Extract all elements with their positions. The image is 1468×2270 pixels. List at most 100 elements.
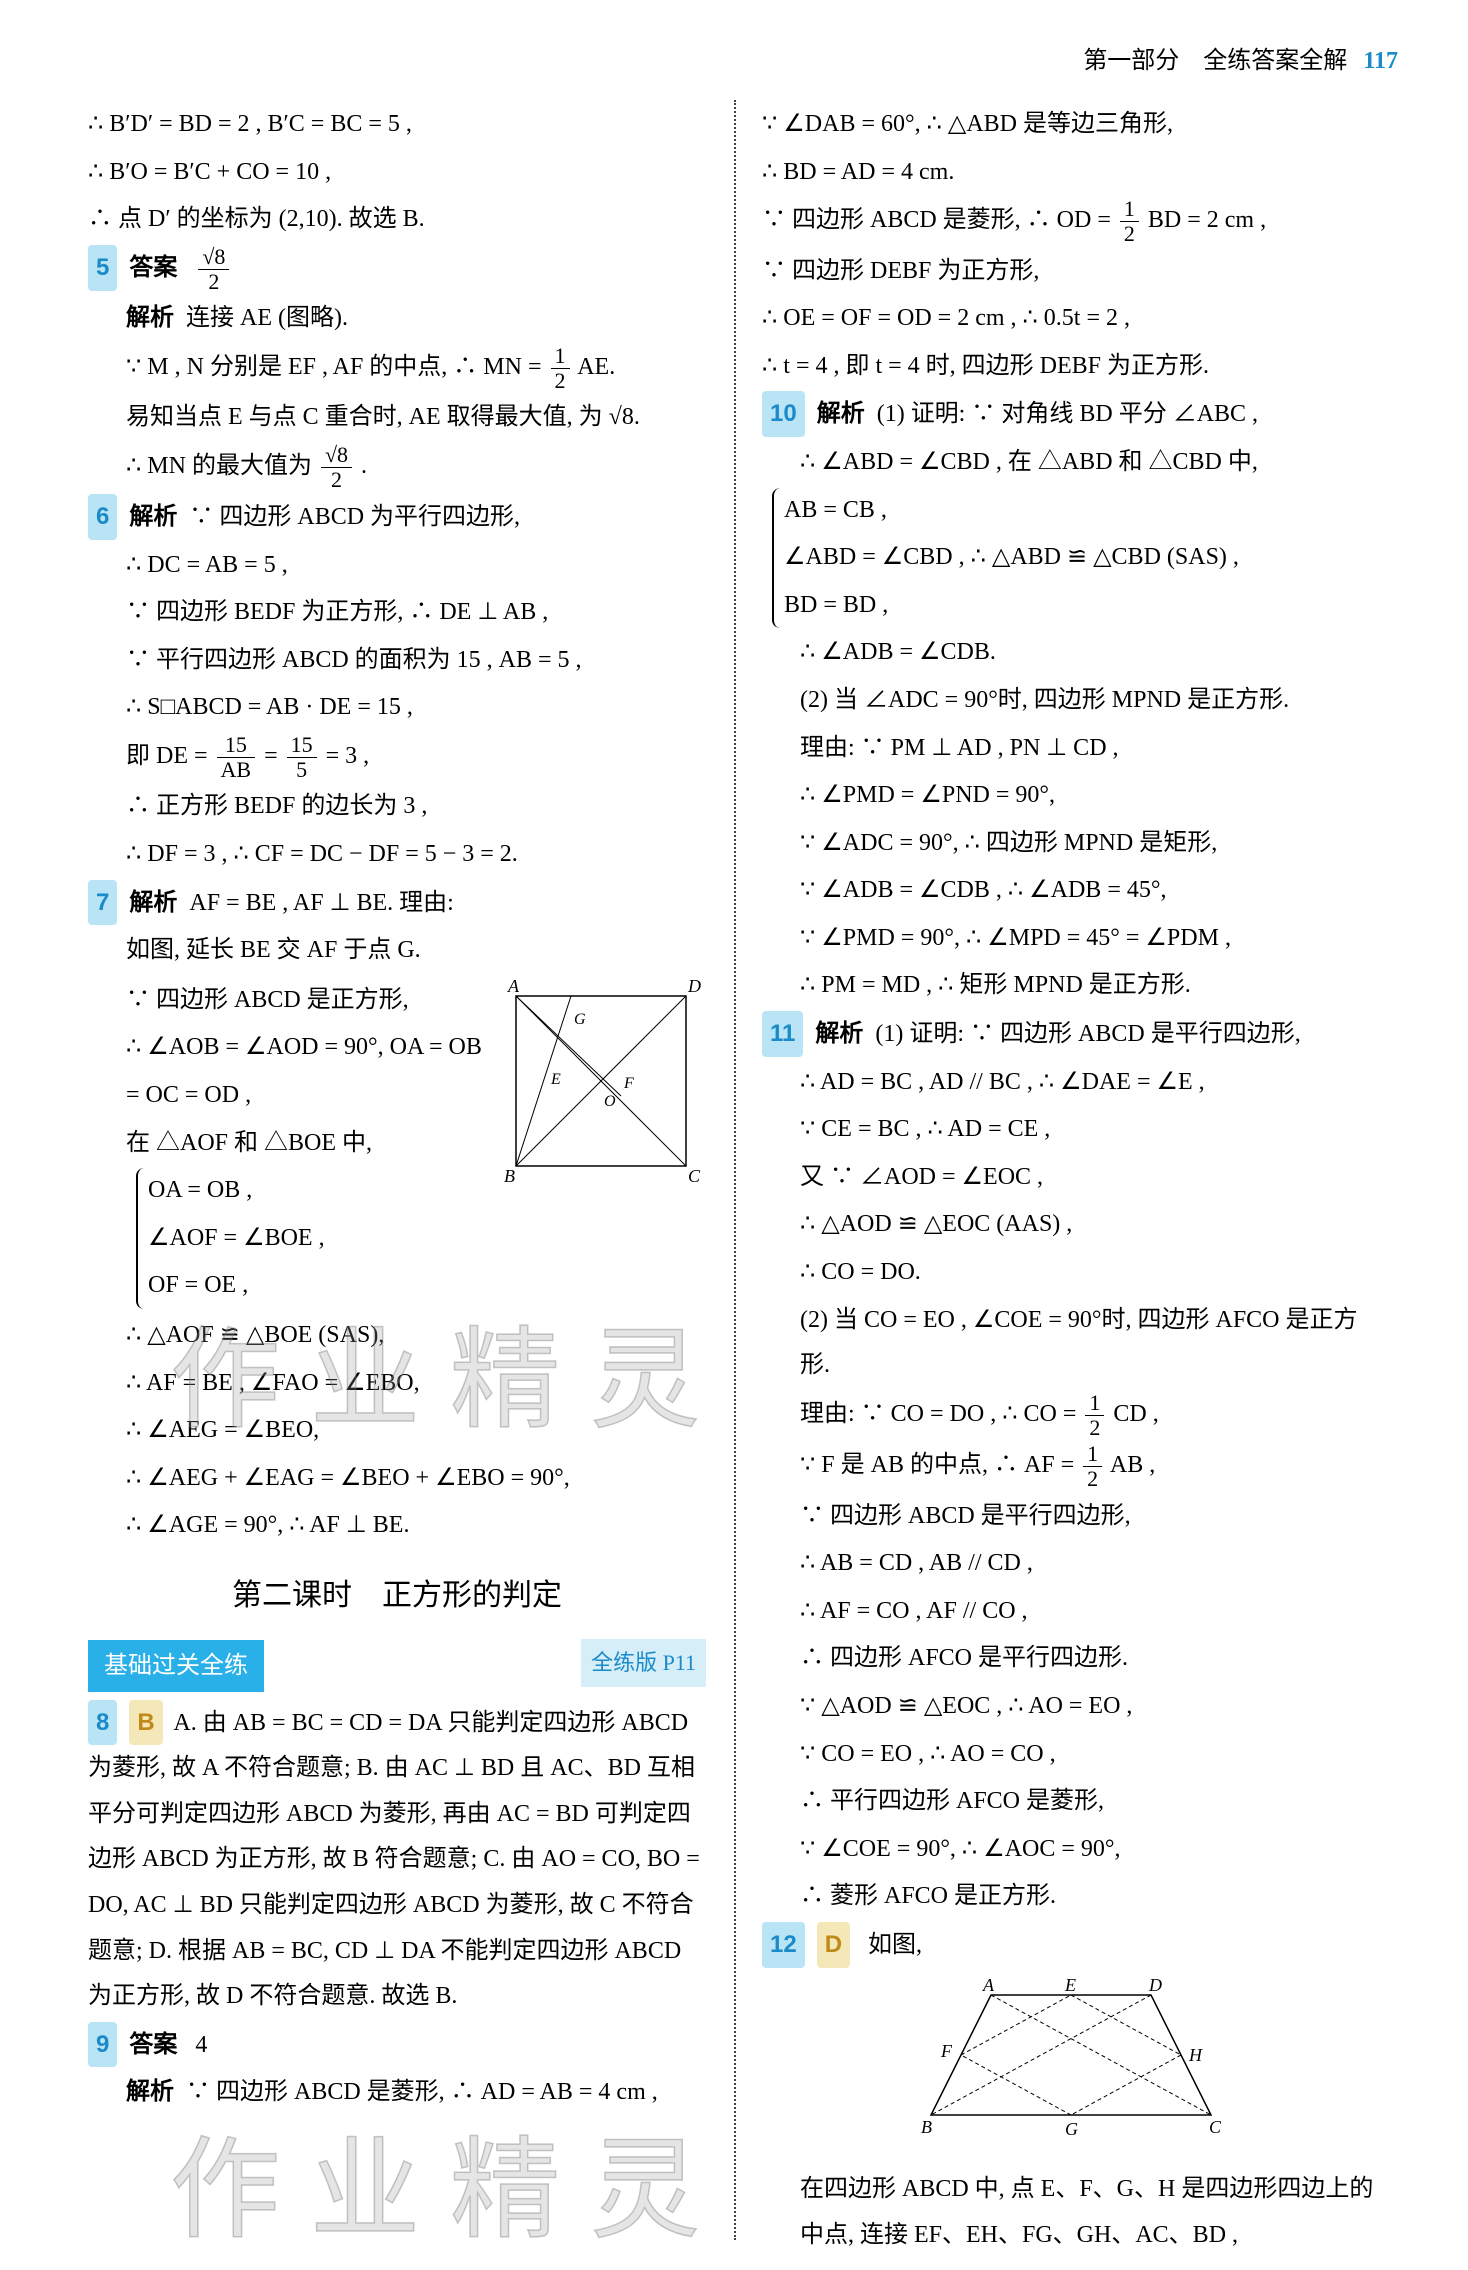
text-line: 易知当点 E 与点 C 重合时, AE 取得最大值, 为 √8.: [88, 395, 706, 441]
brace-group: AB = CB , ∠ABD = ∠CBD , ∴ △ABD ≌ △CBD (S…: [772, 488, 1380, 629]
header-part: 第一部分 全练答案全解: [1083, 48, 1347, 74]
question-number: 9: [88, 2022, 117, 2068]
fraction: √82: [321, 443, 352, 492]
q6-row: 6 解析 ∵ 四边形 ABCD 为平行四边形,: [88, 494, 706, 541]
q9-row: 9 答案 4: [88, 2022, 706, 2069]
text-line: ∵ 四边形 DEBF 为正方形,: [762, 249, 1380, 295]
square-diagram: A D B C G E F O: [496, 976, 706, 1213]
right-column: ∵ ∠DAB = 60°, ∴ △ABD 是等边三角形, ∴ BD = AD =…: [734, 100, 1408, 2240]
analysis-label: 解析: [815, 1021, 863, 1047]
brace-group: OA = OB , ∠AOF = ∠BOE , OF = OE ,: [136, 1168, 486, 1309]
question-number: 5: [88, 245, 117, 291]
text-line: ∴ 正方形 BEDF 的边长为 3 ,: [88, 784, 706, 830]
text-line: ∵ ∠DAB = 60°, ∴ △ABD 是等边三角形,: [762, 102, 1380, 148]
analysis-row: 解析 连接 AE (图略).: [88, 296, 706, 342]
fraction: 12: [1085, 1391, 1104, 1440]
analysis-label: 解析: [129, 890, 177, 916]
text-line: 理由: ∵ PM ⊥ AD , PN ⊥ CD ,: [762, 726, 1380, 772]
analysis-label: 解析: [126, 2079, 174, 2105]
text-line: ∴ t = 4 , 即 t = 4 时, 四边形 DEBF 为正方形.: [762, 344, 1380, 390]
text-line: ∵ 四边形 ABCD 是菱形, ∴ OD = 12 BD = 2 cm ,: [762, 197, 1380, 246]
text-line: ∴ DC = AB = 5 ,: [88, 543, 706, 589]
text-line: ∴ DF = 3 , ∴ CF = DC − DF = 5 − 3 = 2.: [88, 832, 706, 878]
page: 第一部分 全练答案全解 11 7 ∴ B′D′ = BD = 2 , B′C = …: [0, 0, 1468, 2270]
text-line: ∵ ∠ADB = ∠CDB , ∴ ∠ADB = 45°,: [762, 868, 1380, 914]
text-line: ∴ AF = BE , ∠FAO = ∠EBO,: [88, 1361, 706, 1407]
text-line: ∵ 四边形 BEDF 为正方形, ∴ DE ⊥ AB ,: [88, 590, 706, 636]
q8-row: 8 B A. 由 AB = BC = CD = DA 只能判定四边形 ABCD …: [88, 1700, 706, 2020]
text-line: (2) 当 ∠ADC = 90°时, 四边形 MPND 是正方形.: [762, 678, 1380, 724]
trapezoid-svg: A E D F H B G C: [911, 1975, 1231, 2145]
text-line: (2) 当 CO = EO , ∠COE = 90°时, 四边形 AFCO 是正…: [762, 1298, 1380, 1389]
answer-label: 答案: [129, 255, 177, 281]
text-line: ∴ AB = CD , AB // CD ,: [762, 1541, 1380, 1587]
text-line: ∴ ∠ADB = ∠CDB.: [762, 630, 1380, 676]
banner: 基础过关全练: [88, 1640, 264, 1692]
answer-letter: B: [129, 1700, 162, 1746]
text-line: ∴ 四边形 AFCO 是平行四边形.: [762, 1636, 1380, 1682]
text-line: ∴ MN 的最大值为 √82 .: [88, 443, 706, 492]
left-column: ∴ B′D′ = BD = 2 , B′C = BC = 5 , ∴ B′O =…: [60, 100, 734, 2240]
text-line: ∵ 平行四边形 ABCD 的面积为 15 , AB = 5 ,: [88, 638, 706, 684]
svg-text:A: A: [982, 1975, 995, 1995]
text-line: ∴ CO = DO.: [762, 1250, 1380, 1296]
answer-label: 答案: [129, 2032, 177, 2058]
text-line: ∵ CE = BC , ∴ AD = CE ,: [762, 1107, 1380, 1153]
text-line: 即 DE = 15AB = 155 = 3 ,: [88, 733, 706, 782]
analysis-label: 解析: [817, 401, 865, 427]
question-number: 12: [762, 1922, 805, 1968]
question-number: 6: [88, 494, 117, 540]
text-line: ∵ 四边形 ABCD 是平行四边形,: [762, 1494, 1380, 1540]
analysis-row: 解析 ∵ 四边形 ABCD 是菱形, ∴ AD = AB = 4 cm ,: [88, 2070, 706, 2116]
text-block: ∵ 四边形 ABCD 是正方形, ∴ ∠AOB = ∠AOD = 90°, OA…: [126, 976, 486, 1311]
svg-text:F: F: [940, 2041, 953, 2061]
question-number: 10: [762, 391, 805, 437]
question-number: 7: [88, 880, 117, 926]
svg-text:G: G: [574, 1011, 586, 1028]
analysis-label: 解析: [126, 305, 174, 331]
text-line: ∴ △AOD ≌ △EOC (AAS) ,: [762, 1202, 1380, 1248]
text-line: ∵ ∠ADC = 90°, ∴ 四边形 MPND 是矩形,: [762, 821, 1380, 867]
svg-text:C: C: [688, 1166, 701, 1186]
banner-row: 基础过关全练 全练版 P11: [88, 1634, 706, 1692]
fraction: 15AB: [217, 733, 256, 782]
svg-text:D: D: [1148, 1975, 1162, 1995]
banner-ref: 全练版 P11: [581, 1639, 706, 1687]
text-line: ∴ AD = BC , AD // BC , ∴ ∠DAE = ∠E ,: [762, 1060, 1380, 1106]
trapezoid-diagram: A E D F H B G C: [762, 1975, 1380, 2162]
text-line: ∴ △AOF ≌ △BOE (SAS),: [88, 1313, 706, 1359]
text-line: ∴ ∠AEG = ∠BEO,: [88, 1408, 706, 1454]
text-line: ∴ AF = CO , AF // CO ,: [762, 1589, 1380, 1635]
fraction: 12: [1083, 1442, 1102, 1491]
text-line: ∵ ∠COE = 90°, ∴ ∠AOC = 90°,: [762, 1827, 1380, 1873]
q10-row: 10 解析 (1) 证明: ∵ 对角线 BD 平分 ∠ABC ,: [762, 391, 1380, 438]
svg-text:F: F: [623, 1075, 634, 1092]
svg-text:A: A: [507, 976, 520, 996]
svg-text:O: O: [604, 1093, 616, 1110]
text-line: ∵ △AOD ≌ △EOC , ∴ AO = EO ,: [762, 1684, 1380, 1730]
text-line: ∴ S□ABCD = AB · DE = 15 ,: [88, 685, 706, 731]
text-line: ∴ ∠AGE = 90°, ∴ AF ⊥ BE.: [88, 1503, 706, 1549]
fraction: 12: [1120, 197, 1139, 246]
text-line: ∴ ∠AEG + ∠EAG = ∠BEO + ∠EBO = 90°,: [88, 1456, 706, 1502]
text-line: ∴ B′O = B′C + CO = 10 ,: [88, 150, 706, 196]
svg-text:B: B: [921, 2117, 932, 2137]
question-number: 11: [762, 1011, 803, 1057]
question-number: 8: [88, 1700, 117, 1746]
text-line: ∴ 菱形 AFCO 是正方形.: [762, 1874, 1380, 1920]
column-divider: [734, 100, 736, 2240]
text-line: ∴ OE = OF = OD = 2 cm , ∴ 0.5t = 2 ,: [762, 296, 1380, 342]
text-line: ∴ B′D′ = BD = 2 , B′C = BC = 5 ,: [88, 102, 706, 148]
svg-text:B: B: [504, 1166, 515, 1186]
q12-row: 12 D 如图,: [762, 1922, 1380, 1969]
square-svg: A D B C G E F O: [496, 976, 706, 1196]
fraction: 12: [551, 344, 570, 393]
svg-text:C: C: [1209, 2117, 1222, 2137]
text-line: 在四边形 ABCD 中, 点 E、F、G、H 是四边形四边上的中点, 连接 EF…: [762, 2167, 1380, 2258]
columns: ∴ B′D′ = BD = 2 , B′C = BC = 5 , ∴ B′O =…: [60, 100, 1408, 2240]
analysis-label: 解析: [129, 504, 177, 530]
svg-text:E: E: [550, 1071, 561, 1088]
q5-answer: 5 答案 √82: [88, 245, 706, 294]
fraction: 155: [287, 733, 317, 782]
text-line: 理由: ∵ CO = DO , ∴ CO = 12 CD ,: [762, 1391, 1380, 1440]
